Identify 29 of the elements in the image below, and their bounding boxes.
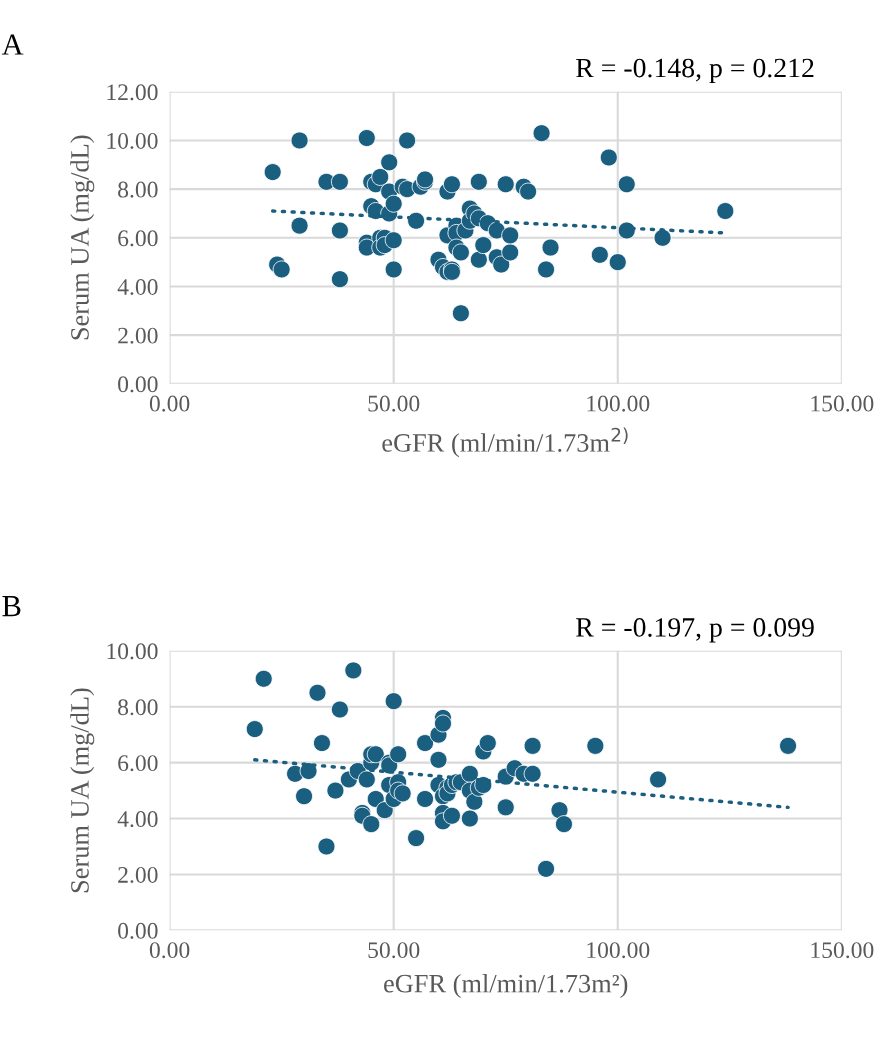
y-axis-title: Serum UA (mg/dL) xyxy=(70,135,95,340)
y-tick-label: 6.00 xyxy=(118,230,158,247)
x-tick-label: 100.00 xyxy=(587,942,650,959)
y-tick-label: 2.00 xyxy=(118,327,158,344)
y-tick-label: 6.00 xyxy=(118,755,158,772)
chart-title: B xyxy=(2,596,21,617)
y-tick-label: 2.00 xyxy=(118,866,158,883)
x-tick-label: 0.00 xyxy=(149,395,190,412)
y-tick-label: 0.00 xyxy=(118,376,158,393)
y-tick-label: 10.00 xyxy=(107,643,158,660)
x-tick-label: 0.00 xyxy=(149,942,190,959)
x-tick-label: 100.00 xyxy=(587,395,650,412)
x-axis-title: eGFR (ml/min/1.73m²) xyxy=(384,973,628,998)
x-tick-label: 150.00 xyxy=(811,942,874,959)
y-tick-label: 8.00 xyxy=(118,181,158,198)
y-tick-label: 0.00 xyxy=(118,922,158,939)
y-axis-title: Serum UA (mg/dL) xyxy=(70,688,95,893)
y-tick-label: 4.00 xyxy=(117,811,158,828)
text: R = -0.197, p = 0.099 xyxy=(576,618,814,643)
x-tick-label: 150.00 xyxy=(811,395,874,412)
chart-title: A xyxy=(1,34,24,55)
y-tick-label: 8.00 xyxy=(118,699,158,716)
x-axis-title: eGFR (ml/min/1.73m$^{2)}$ xyxy=(382,427,628,458)
x-tick-label: 50.00 xyxy=(368,395,420,412)
text: R = -0.148, p = 0.212 xyxy=(576,58,814,84)
x-tick-label: 50.00 xyxy=(368,942,420,959)
y-tick-label: 10.00 xyxy=(107,132,158,149)
y-tick-label: 12.00 xyxy=(107,84,158,101)
y-tick-label: 4.00 xyxy=(117,278,158,295)
